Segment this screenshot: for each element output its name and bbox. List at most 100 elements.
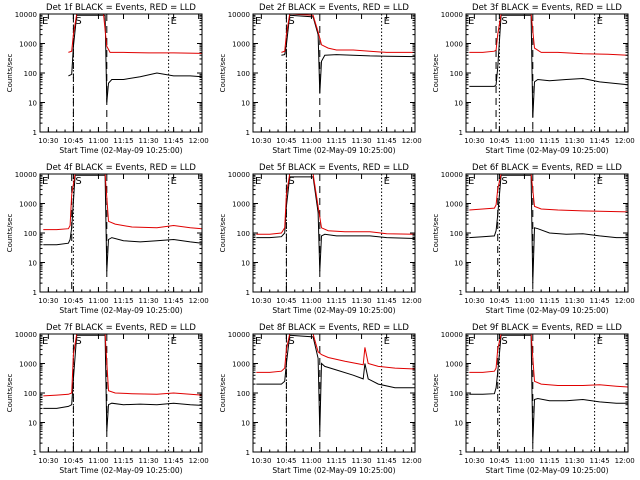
y-axis-label: Counts/sec (219, 54, 227, 93)
y-tick-label: 1 (246, 449, 250, 457)
plot-frame (39, 13, 203, 133)
y-tick-label: 100 (450, 390, 463, 398)
series-lld (43, 334, 202, 397)
y-tick-label: 10000 (441, 11, 463, 19)
y-axis-label: Counts/sec (432, 374, 440, 413)
marker-label: E (597, 16, 603, 27)
marker-label: E (384, 176, 390, 187)
x-tick-label: 10:45 (63, 297, 83, 305)
x-tick-label: 11:15 (113, 457, 133, 465)
y-tick-label: 10000 (15, 171, 37, 179)
y-tick-label: 10 (241, 100, 250, 108)
x-tick-label: 12:00 (189, 457, 209, 465)
x-axis-label: Start Time (02-May-09 10:25:00) (272, 306, 395, 315)
series-events (43, 334, 202, 432)
marker-label: E (384, 336, 390, 347)
x-tick-label: 12:00 (615, 137, 635, 145)
panel-3: Det 3f BLACK = Events, RED = LLD E S E 1 10 10… (432, 3, 635, 155)
y-tick-label: 10000 (441, 171, 463, 179)
y-axis-label: Counts/sec (219, 374, 227, 413)
panel-title: Det 8f BLACK = Events, RED = LLD (259, 323, 409, 333)
y-tick-label: 100 (237, 390, 250, 398)
plot-frame (465, 333, 629, 453)
x-axis-label: Start Time (02-May-09 10:25:00) (272, 146, 395, 155)
marker-label: E (597, 336, 603, 347)
marker-label: S (501, 336, 507, 347)
x-tick-label: 11:45 (590, 457, 610, 465)
x-tick-label: 11:45 (164, 457, 184, 465)
y-tick-label: 10000 (228, 11, 250, 19)
x-tick-label: 10:30 (464, 137, 484, 145)
panel-7: Det 7f BLACK = Events, RED = LLD E S E 1 10 10… (6, 323, 209, 475)
x-tick-label: 10:30 (38, 137, 58, 145)
x-tick-label: 11:30 (351, 457, 371, 465)
panel-title: Det 3f BLACK = Events, RED = LLD (472, 3, 622, 13)
x-tick-label: 11:15 (539, 457, 559, 465)
marker-label: S (288, 16, 294, 27)
x-tick-label: 12:00 (402, 297, 422, 305)
panel-title: Det 9f BLACK = Events, RED = LLD (472, 323, 622, 333)
y-tick-label: 10 (454, 420, 463, 428)
y-tick-label: 10 (28, 100, 37, 108)
marker-label: E (255, 176, 261, 187)
y-tick-label: 1000 (19, 201, 37, 209)
plot-frame (252, 13, 416, 133)
x-tick-label: 11:15 (539, 297, 559, 305)
x-axis-label: Start Time (02-May-09 10:25:00) (485, 306, 608, 315)
panel-title: Det 1f BLACK = Events, RED = LLD (46, 3, 196, 13)
y-axis-label: Counts/sec (6, 54, 14, 93)
panel-2: Det 2f BLACK = Events, RED = LLD E S E 1 10 10… (219, 3, 422, 155)
x-axis-label: Start Time (02-May-09 10:25:00) (485, 466, 608, 475)
y-tick-label: 10 (454, 100, 463, 108)
series-events (68, 14, 202, 103)
series-lld (469, 174, 628, 213)
x-tick-label: 11:30 (138, 297, 158, 305)
x-tick-label: 11:00 (514, 297, 534, 305)
x-tick-label: 10:30 (251, 457, 271, 465)
y-tick-label: 10 (28, 420, 37, 428)
series-lld (68, 14, 202, 54)
y-tick-label: 100 (24, 70, 37, 78)
x-tick-label: 12:00 (189, 297, 209, 305)
marker-label: S (501, 176, 507, 187)
panel-6: Det 6f BLACK = Events, RED = LLD E S E 1 10 10… (432, 163, 635, 315)
x-tick-label: 10:45 (489, 457, 509, 465)
x-tick-label: 11:30 (564, 297, 584, 305)
x-tick-label: 12:00 (615, 297, 635, 305)
x-tick-label: 10:30 (464, 297, 484, 305)
marker-label: S (288, 336, 294, 347)
y-tick-label: 10000 (228, 331, 250, 339)
panel-title: Det 4f BLACK = Events, RED = LLD (46, 163, 196, 173)
plot-frame (465, 13, 629, 133)
x-tick-label: 11:15 (539, 137, 559, 145)
y-tick-label: 1 (33, 289, 37, 297)
x-tick-label: 11:15 (326, 137, 346, 145)
x-tick-label: 10:45 (63, 457, 83, 465)
series-lld (43, 174, 202, 231)
x-tick-label: 10:30 (38, 457, 58, 465)
series-events (469, 174, 628, 284)
y-axis-label: Counts/sec (432, 214, 440, 253)
marker-label: S (501, 16, 507, 27)
y-tick-label: 1000 (445, 201, 463, 209)
y-tick-label: 1 (33, 449, 37, 457)
y-tick-label: 100 (450, 230, 463, 238)
y-tick-label: 1 (33, 129, 37, 137)
x-tick-label: 12:00 (615, 457, 635, 465)
x-tick-label: 11:30 (564, 457, 584, 465)
x-tick-label: 11:45 (377, 297, 397, 305)
y-tick-label: 1000 (232, 201, 250, 209)
y-tick-label: 100 (450, 70, 463, 78)
marker-label: E (468, 16, 474, 27)
x-tick-label: 11:15 (113, 297, 133, 305)
y-tick-label: 1 (459, 129, 463, 137)
y-tick-label: 10 (241, 260, 250, 268)
y-tick-label: 10 (454, 260, 463, 268)
x-axis-label: Start Time (02-May-09 10:25:00) (59, 306, 182, 315)
y-tick-label: 10 (241, 420, 250, 428)
y-tick-label: 1000 (232, 41, 250, 49)
x-tick-label: 12:00 (402, 457, 422, 465)
plot-frame (39, 173, 203, 293)
marker-label: E (171, 176, 177, 187)
x-axis-label: Start Time (02-May-09 10:25:00) (272, 466, 395, 475)
